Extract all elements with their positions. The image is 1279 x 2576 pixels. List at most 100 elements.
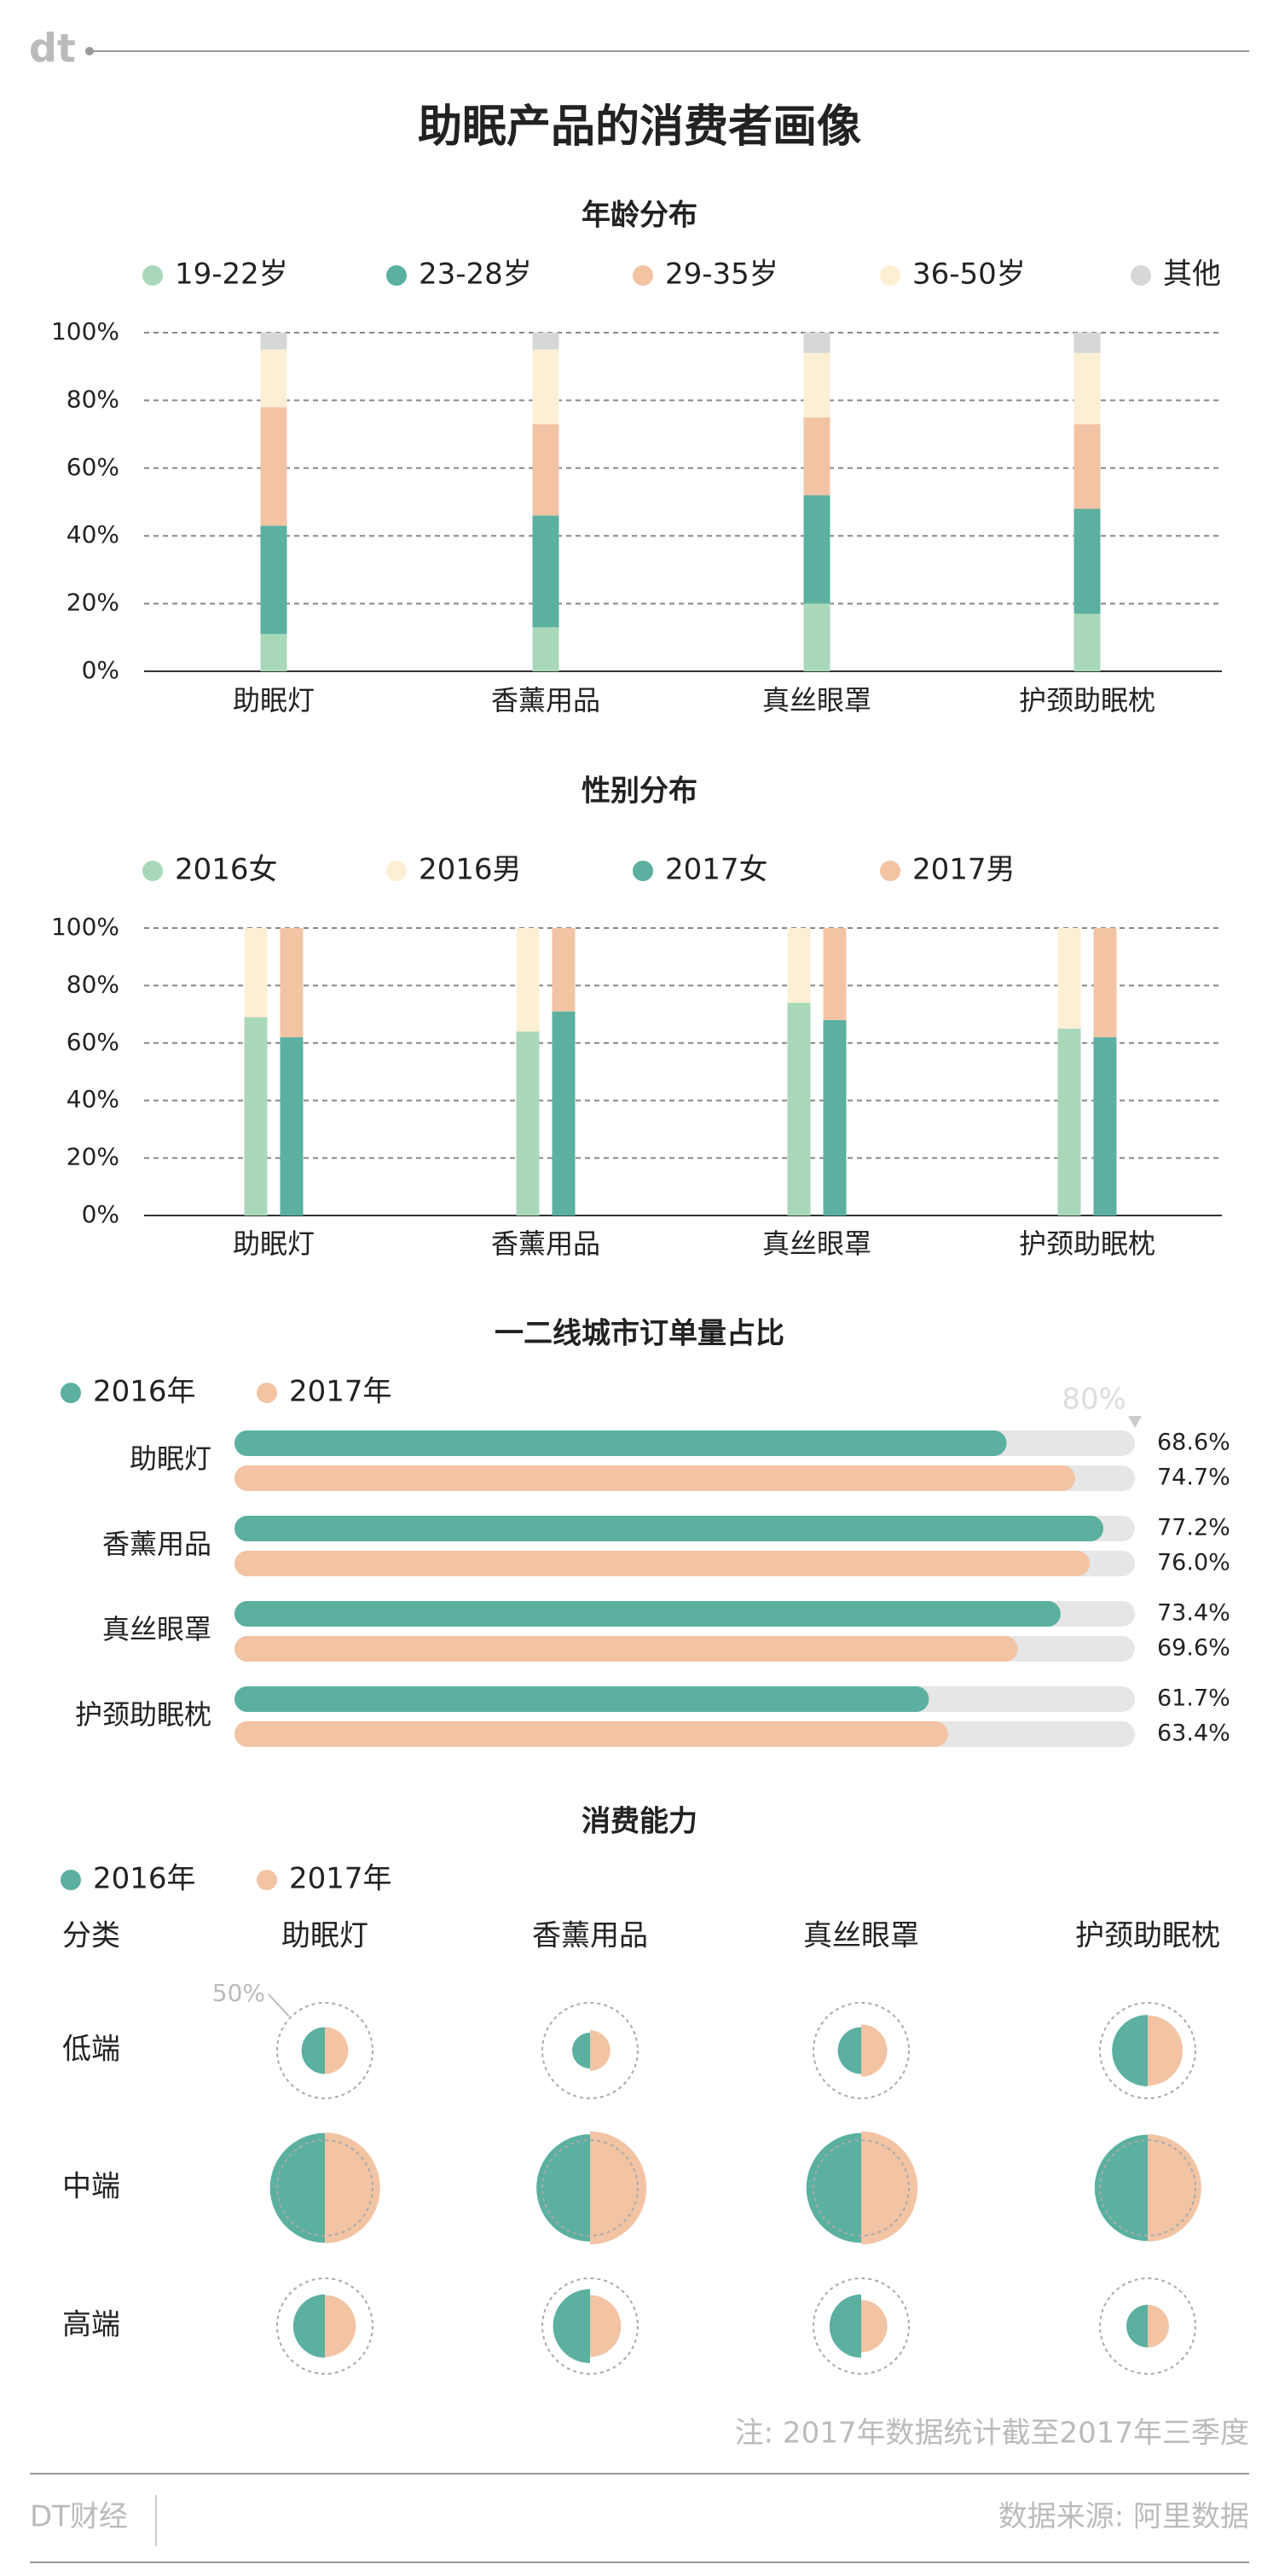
legend-swatch bbox=[880, 265, 900, 286]
legend-label: 2017男 bbox=[912, 853, 1016, 887]
half-circle bbox=[292, 2294, 325, 2358]
bar bbox=[234, 1601, 1061, 1627]
y-tick-label: 100% bbox=[51, 317, 119, 345]
bar-segment bbox=[803, 495, 830, 604]
y-tick-label: 60% bbox=[67, 1028, 119, 1056]
bar-segment bbox=[244, 1017, 268, 1215]
legend-label: 2017年 bbox=[289, 1375, 392, 1409]
bar bbox=[234, 1551, 1091, 1576]
bar-segment bbox=[823, 1019, 847, 1215]
bar-segment bbox=[803, 352, 830, 418]
y-tick-label: 0% bbox=[82, 1200, 119, 1228]
note: 注: 2017年数据统计截至2017年三季度 bbox=[735, 2416, 1249, 2451]
x-tick-label: 80% bbox=[1062, 1383, 1126, 1417]
value-label: 69.6% bbox=[1157, 1635, 1230, 1662]
reference-circle bbox=[276, 2139, 373, 2237]
half-circle bbox=[572, 2033, 590, 2068]
bar-segment bbox=[532, 515, 559, 628]
legend-label: 2016年 bbox=[93, 1375, 196, 1409]
bar-segment bbox=[260, 407, 287, 526]
legend-label: 29-35岁 bbox=[665, 258, 778, 292]
legend-label: 2017女 bbox=[665, 853, 768, 887]
half-circle bbox=[829, 2294, 861, 2358]
y-tick-label: 80% bbox=[67, 385, 119, 413]
half-circle bbox=[837, 2027, 861, 2074]
bar-segment bbox=[532, 333, 559, 350]
half-circle bbox=[1148, 2134, 1201, 2242]
y-tick-label: 40% bbox=[67, 1085, 119, 1113]
half-circle bbox=[325, 2132, 380, 2243]
bar-segment bbox=[260, 349, 287, 408]
bar bbox=[234, 1686, 929, 1712]
y-tick-label: 40% bbox=[67, 520, 119, 548]
value-label: 76.0% bbox=[1157, 1550, 1230, 1576]
bar bbox=[234, 1516, 1104, 1541]
reference-circle bbox=[541, 2277, 639, 2375]
y-tick-label: 100% bbox=[51, 913, 119, 941]
legend-swatch bbox=[1131, 265, 1151, 286]
half-circle bbox=[861, 2131, 918, 2245]
bar-segment bbox=[1074, 333, 1101, 353]
bar-segment bbox=[1074, 508, 1101, 614]
bar-segment bbox=[1074, 613, 1101, 671]
bar-segment bbox=[552, 1011, 576, 1215]
reference-circle bbox=[1099, 2139, 1196, 2237]
chart-subtitle: 年龄分布 bbox=[582, 199, 697, 233]
category-label: 香薰用品 bbox=[102, 1528, 211, 1560]
reference-circle bbox=[541, 2139, 639, 2237]
legend-swatch bbox=[142, 861, 163, 881]
x-tick-label: 香薰用品 bbox=[491, 1227, 600, 1260]
column-header: 真丝眼罩 bbox=[803, 1919, 919, 1953]
bar-segment bbox=[516, 928, 540, 1032]
y-tick-label: 20% bbox=[67, 589, 119, 617]
y-tick-label: 80% bbox=[67, 970, 119, 998]
value-label: 74.7% bbox=[1157, 1465, 1230, 1491]
half-circle bbox=[325, 2027, 349, 2074]
row-label: 低端 bbox=[62, 2033, 120, 2067]
legend-label: 2017年 bbox=[289, 1862, 392, 1896]
half-circle bbox=[806, 2132, 861, 2243]
half-circle bbox=[861, 2024, 888, 2077]
bar bbox=[234, 1430, 1007, 1456]
half-circle bbox=[1112, 2015, 1148, 2086]
reference-circle bbox=[1099, 2002, 1196, 2099]
legend-swatch bbox=[633, 265, 653, 286]
bar-segment bbox=[552, 928, 576, 1012]
half-circle bbox=[861, 2300, 888, 2353]
bar-segment bbox=[280, 1037, 304, 1215]
half-circle bbox=[1148, 2304, 1169, 2348]
reference-circle bbox=[276, 2002, 373, 2099]
legend-swatch bbox=[61, 1383, 81, 1403]
bar-segment bbox=[260, 634, 287, 671]
bar-segment bbox=[532, 349, 559, 425]
reference-arrow bbox=[268, 1993, 290, 2017]
category-label: 真丝眼罩 bbox=[102, 1613, 211, 1645]
reference-circle bbox=[276, 2277, 373, 2375]
value-label: 68.6% bbox=[1157, 1430, 1230, 1456]
chart-subtitle: 性别分布 bbox=[582, 775, 697, 809]
bar-segment bbox=[516, 1031, 540, 1215]
legend-label: 2016男 bbox=[419, 853, 522, 887]
legend-swatch bbox=[142, 265, 163, 286]
bar-segment bbox=[244, 928, 268, 1018]
logo: dt bbox=[29, 26, 76, 72]
legend-swatch bbox=[257, 1383, 277, 1403]
half-circle bbox=[1094, 2134, 1148, 2242]
half-circle bbox=[590, 2131, 647, 2245]
half-circle bbox=[590, 2030, 611, 2071]
y-tick-label: 20% bbox=[67, 1143, 119, 1171]
reference-circle bbox=[813, 2139, 910, 2237]
legend-label: 23-28岁 bbox=[419, 258, 532, 292]
legend-swatch bbox=[61, 1870, 81, 1890]
value-label: 61.7% bbox=[1157, 1685, 1230, 1712]
legend-label: 19-22岁 bbox=[175, 258, 288, 292]
column-header: 香薰用品 bbox=[532, 1919, 648, 1953]
half-circle bbox=[1126, 2304, 1148, 2348]
half-circle bbox=[325, 2295, 356, 2358]
x-tick-label: 香薰用品 bbox=[491, 684, 600, 717]
bar-segment bbox=[260, 525, 287, 635]
value-label: 73.4% bbox=[1157, 1600, 1230, 1627]
bar-segment bbox=[1057, 928, 1081, 1029]
value-label: 63.4% bbox=[1157, 1720, 1230, 1747]
